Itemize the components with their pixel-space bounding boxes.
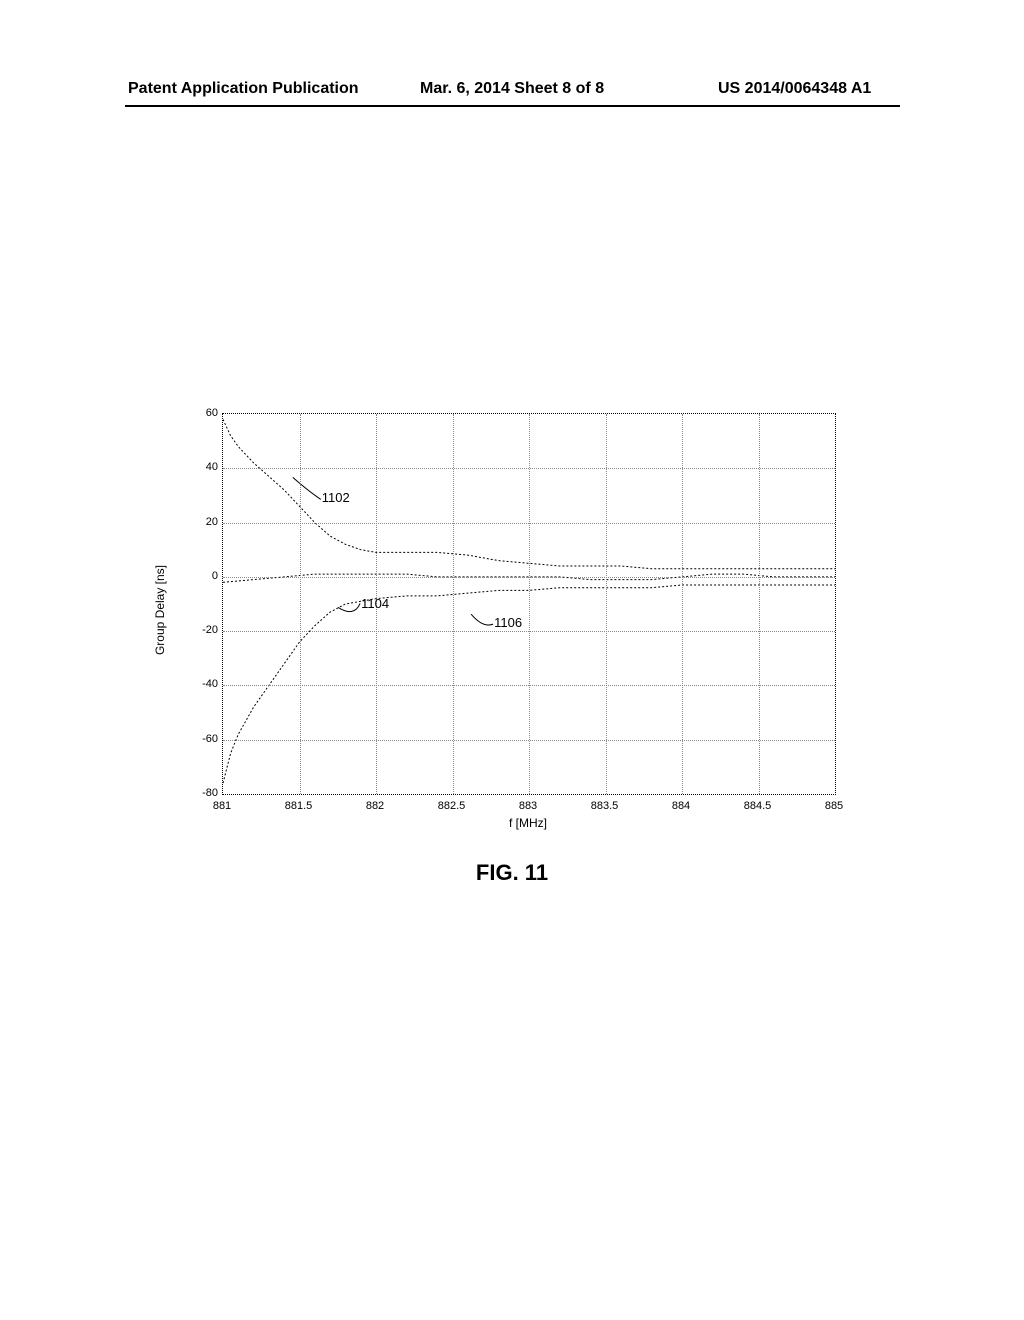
y-tick-label: 0	[168, 570, 218, 582]
x-tick-label: 883.5	[591, 800, 619, 812]
y-tick-label: 40	[168, 461, 218, 473]
y-tick-label: -80	[168, 787, 218, 799]
annotation-leader-1102	[293, 477, 321, 499]
plot-area	[222, 413, 836, 795]
header-center: Mar. 6, 2014 Sheet 8 of 8	[420, 80, 604, 98]
y-tick-label: 60	[168, 407, 218, 419]
y-tick-label: -60	[168, 733, 218, 745]
x-tick-label: 881.5	[285, 800, 313, 812]
grid-line-vertical	[453, 414, 454, 794]
y-tick-label: -20	[168, 624, 218, 636]
figure-caption: FIG. 11	[0, 860, 1024, 886]
header-underline	[125, 105, 900, 107]
grid-line-vertical	[300, 414, 301, 794]
grid-line-horizontal	[223, 740, 835, 741]
header-left: Patent Application Publication	[128, 80, 359, 98]
x-tick-label: 884	[672, 800, 690, 812]
grid-line-horizontal	[223, 631, 835, 632]
x-tick-label: 884.5	[744, 800, 772, 812]
annotation-label-1106: 1106	[494, 615, 522, 630]
annotation-label-1102: 1102	[322, 490, 350, 505]
annotation-leader-1106	[471, 614, 493, 625]
grid-line-horizontal	[223, 685, 835, 686]
chart-container: Group Delay [ns] f [MHz] 881881.5882882.…	[160, 408, 860, 838]
grid-line-horizontal	[223, 468, 835, 469]
annotation-label-1104: 1104	[361, 596, 389, 611]
grid-line-vertical	[606, 414, 607, 794]
header-right: US 2014/0064348 A1	[718, 80, 871, 98]
y-axis-label: Group Delay [ns]	[153, 565, 167, 655]
y-tick-label: -40	[168, 678, 218, 690]
x-tick-label: 881	[213, 800, 231, 812]
annotation-leader-1104	[338, 603, 360, 611]
x-tick-label: 883	[519, 800, 537, 812]
grid-line-horizontal	[223, 523, 835, 524]
grid-line-vertical	[529, 414, 530, 794]
grid-line-vertical	[682, 414, 683, 794]
y-tick-label: 20	[168, 516, 218, 528]
x-axis-label: f [MHz]	[509, 816, 547, 830]
grid-line-vertical	[759, 414, 760, 794]
x-tick-label: 882.5	[438, 800, 466, 812]
x-tick-label: 885	[825, 800, 843, 812]
grid-line-horizontal	[223, 577, 835, 578]
x-tick-label: 882	[366, 800, 384, 812]
